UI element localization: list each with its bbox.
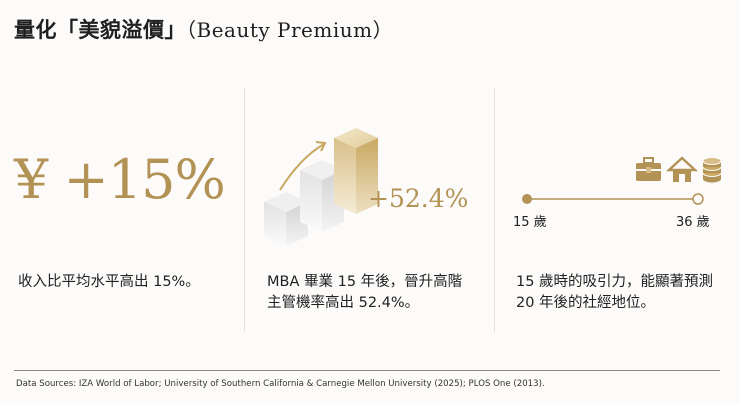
age-timeline [522,193,704,205]
data-sources: Data Sources: IZA World of Labor; Univer… [16,379,545,389]
briefcase-icon [636,157,661,181]
status-description-line-1: 15 歲時的吸引力，能顯著預測 [516,274,714,290]
timeline-start-label: 15 歲 [513,215,547,230]
promotion-stat-description: MBA 畢業 15 年後，晉升高階 主管機率高出 52.4%。 [267,272,462,314]
timeline-start-dot [522,194,532,204]
title-en: （Beauty Premium） [186,18,394,42]
promotion-description-line-2: 主管機率高出 52.4%。 [267,295,420,311]
page-title: 量化「美貌溢價」（Beauty Premium） [14,14,393,44]
status-description-line-2: 20 年後的社經地位。 [516,295,656,311]
coins-icon [702,157,722,183]
status-icons [636,156,722,183]
promotion-description-line-1: MBA 畢業 15 年後，晉升高階 [267,274,463,290]
house-icon [665,156,699,182]
promotion-stat-value: +52.4% [368,184,469,213]
column-divider-1 [244,88,245,332]
status-stat-description: 15 歲時的吸引力，能顯著預測 20 年後的社經地位。 [516,272,713,314]
timeline-end-dot [692,193,704,205]
title-zh: 量化「美貌溢價」 [14,18,186,42]
growing-cubes-illustration [264,128,378,246]
timeline-end-label: 36 歲 [676,215,710,230]
income-stat-description: 收入比平均水平高出 15%。 [18,274,200,290]
footer-rule [14,370,720,371]
column-divider-2 [494,88,495,332]
income-stat-value: ¥ +15% [14,148,226,211]
gold-cube [334,128,378,214]
growth-arrow-icon [279,141,327,191]
